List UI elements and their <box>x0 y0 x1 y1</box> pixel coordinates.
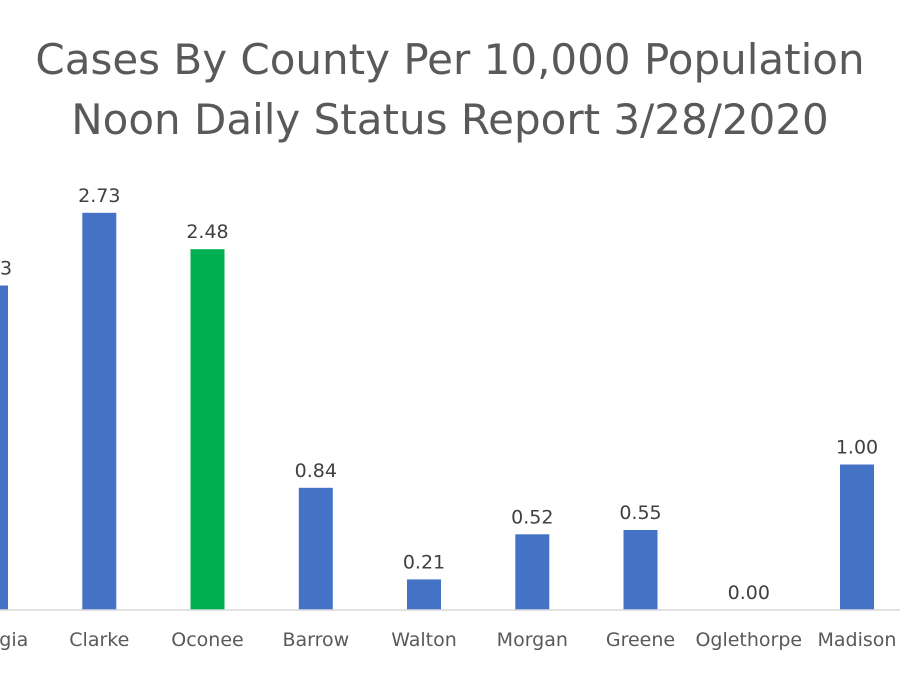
category-label-oglethorpe: Oglethorpe <box>695 629 802 651</box>
category-label-barrow: Barrow <box>282 629 349 651</box>
category-label-oconee: Oconee <box>171 629 243 651</box>
value-label-barrow: 0.84 <box>295 460 337 482</box>
chart-title: Cases By County Per 10,000 Population <box>35 35 865 84</box>
value-label-georgia: 2.23 <box>0 258 12 280</box>
bar-clarke <box>82 212 117 611</box>
value-label-madison: 1.00 <box>836 437 878 459</box>
bar-greene <box>623 530 658 610</box>
bar-morgan <box>515 534 550 610</box>
value-label-morgan: 0.52 <box>511 506 553 528</box>
value-labels-layer: 2.23 2.73 2.48 0.84 0.21 0.52 0.55 0.00 1.00 <box>0 185 878 604</box>
category-labels-layer: Georgia Clarke Oconee Barrow Walton Morgan Gre… <box>0 629 896 651</box>
category-label-madison: Madison <box>818 629 897 651</box>
bar-oconee <box>190 249 225 610</box>
value-label-oconee: 2.48 <box>186 221 228 243</box>
category-label-walton: Walton <box>391 629 457 651</box>
chart-subtitle: Noon Daily Status Report 3/28/2020 <box>71 95 829 144</box>
value-label-greene: 0.55 <box>619 502 661 524</box>
value-label-clarke: 2.73 <box>78 185 120 207</box>
category-label-morgan: Morgan <box>497 629 568 651</box>
bar-barrow <box>298 487 333 610</box>
value-label-oglethorpe: 0.00 <box>728 582 770 604</box>
value-label-walton: 0.21 <box>403 551 445 573</box>
bar-georgia <box>0 285 8 610</box>
bar-madison <box>840 464 874 610</box>
bars-layer <box>0 212 874 611</box>
bar-walton <box>407 579 441 610</box>
category-label-georgia: Georgia <box>0 629 28 651</box>
category-label-clarke: Clarke <box>69 629 129 651</box>
category-label-greene: Greene <box>606 629 675 651</box>
